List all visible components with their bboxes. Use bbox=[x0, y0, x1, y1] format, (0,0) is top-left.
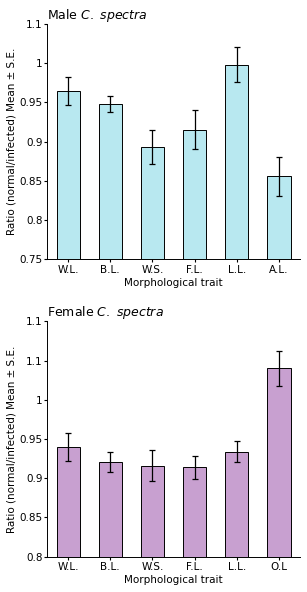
Bar bbox=[56, 91, 80, 259]
Text: Female $\it{C.\ spectra}$: Female $\it{C.\ spectra}$ bbox=[47, 304, 164, 321]
Bar bbox=[56, 447, 80, 556]
Bar bbox=[267, 176, 290, 259]
Bar bbox=[141, 466, 164, 556]
X-axis label: Morphological trait: Morphological trait bbox=[124, 575, 223, 585]
Bar bbox=[183, 130, 206, 259]
Bar bbox=[99, 104, 122, 259]
Bar bbox=[183, 467, 206, 556]
Bar bbox=[267, 368, 290, 556]
Text: Male $\it{C.\ spectra}$: Male $\it{C.\ spectra}$ bbox=[47, 7, 148, 24]
Y-axis label: Ratio (normal/infected) Mean ± S.E.: Ratio (normal/infected) Mean ± S.E. bbox=[7, 48, 17, 236]
Bar bbox=[99, 462, 122, 556]
Bar bbox=[141, 147, 164, 259]
Bar bbox=[225, 65, 248, 259]
Y-axis label: Ratio (normal/infected) Mean ± S.E.: Ratio (normal/infected) Mean ± S.E. bbox=[7, 345, 17, 533]
X-axis label: Morphological trait: Morphological trait bbox=[124, 278, 223, 288]
Bar bbox=[225, 452, 248, 556]
